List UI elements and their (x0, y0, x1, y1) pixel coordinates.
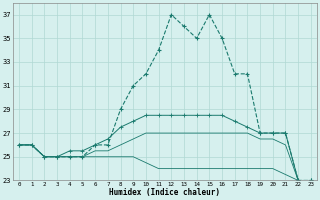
X-axis label: Humidex (Indice chaleur): Humidex (Indice chaleur) (109, 188, 220, 197)
